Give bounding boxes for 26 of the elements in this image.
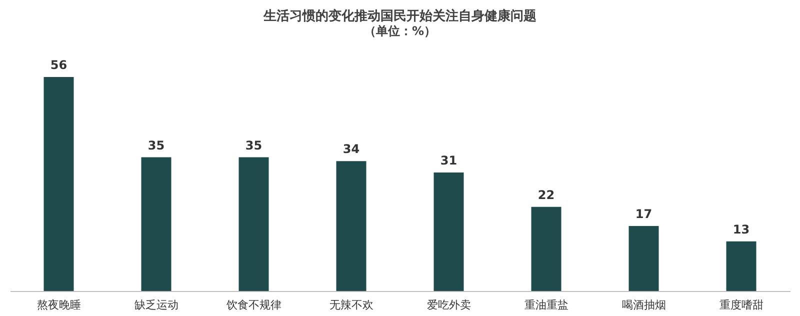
x-tick-label: 爱吃外卖 [426,298,471,312]
bar [141,157,172,291]
chart-subtitle: （单位：%） [364,24,436,38]
x-tick-label: 饮食不规律 [225,298,282,312]
x-tick-label: 无辣不欢 [329,298,374,312]
bar [44,77,74,291]
data-label: 17 [635,207,652,222]
bar [531,206,562,291]
data-label: 31 [440,154,458,168]
chart-title: 生活习惯的变化推动国民开始关注自身健康问题 [262,8,536,24]
bar [434,172,464,291]
x-tick-label: 缺乏运动 [134,298,178,312]
x-tick-label: 熬夜晚睡 [36,298,81,312]
data-label: 35 [245,138,262,152]
data-label: 34 [342,142,360,156]
x-tick-label: 重油重盐 [524,298,568,312]
data-label: 35 [148,138,165,152]
data-label: 56 [50,58,68,72]
bar [238,157,269,291]
bar [628,226,659,291]
data-label: 22 [538,188,555,202]
x-tick-label: 喝酒抽烟 [622,298,666,312]
bar [726,241,756,291]
bar [336,161,366,291]
x-tick-label: 重度嗜甜 [719,298,764,312]
data-label: 13 [732,222,750,236]
